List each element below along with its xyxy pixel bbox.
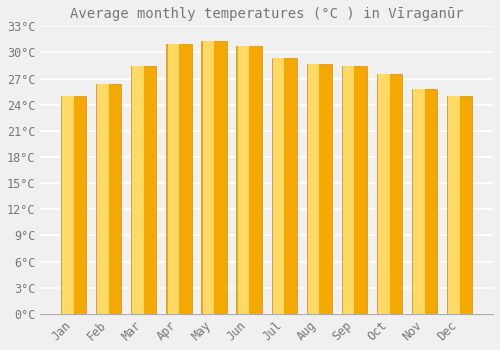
Bar <box>132 66 144 314</box>
Bar <box>96 84 122 314</box>
Bar <box>343 66 354 314</box>
Bar <box>166 44 192 314</box>
Bar <box>202 41 214 314</box>
Bar <box>272 58 297 314</box>
Bar <box>447 96 472 314</box>
Bar <box>414 89 424 314</box>
Bar <box>168 44 179 314</box>
Bar <box>238 46 249 314</box>
Bar <box>378 74 390 314</box>
Bar <box>306 64 332 314</box>
Bar <box>62 96 74 314</box>
Bar <box>377 74 402 314</box>
Bar <box>98 84 108 314</box>
Bar <box>236 46 262 314</box>
Bar <box>202 41 226 314</box>
Bar <box>273 58 284 314</box>
Bar <box>412 89 438 314</box>
Bar <box>448 96 460 314</box>
Bar <box>61 96 86 314</box>
Title: Average monthly temperatures (°C ) in Vīraganūr: Average monthly temperatures (°C ) in Vī… <box>70 7 464 21</box>
Bar <box>342 66 367 314</box>
Bar <box>131 66 156 314</box>
Bar <box>308 64 320 314</box>
